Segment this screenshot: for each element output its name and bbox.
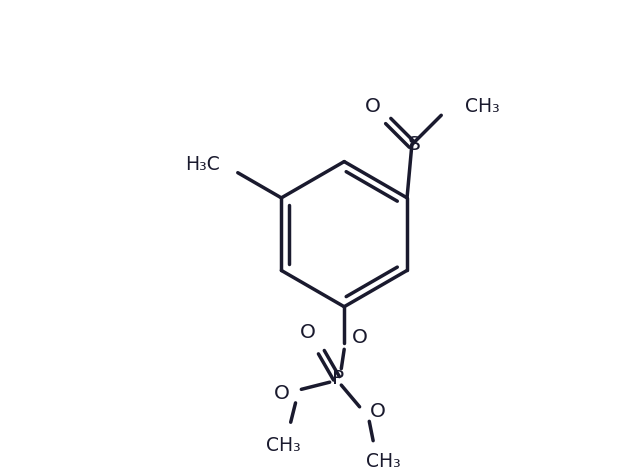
Text: O: O — [274, 384, 290, 403]
Text: O: O — [370, 402, 386, 421]
Text: P: P — [332, 369, 344, 388]
Text: O: O — [365, 97, 381, 117]
Text: CH₃: CH₃ — [367, 453, 401, 470]
Text: O: O — [300, 323, 316, 342]
Text: O: O — [352, 328, 367, 347]
Text: H₃C: H₃C — [186, 156, 220, 174]
Text: CH₃: CH₃ — [266, 436, 300, 455]
Text: S: S — [408, 135, 420, 154]
Text: CH₃: CH₃ — [465, 97, 500, 116]
